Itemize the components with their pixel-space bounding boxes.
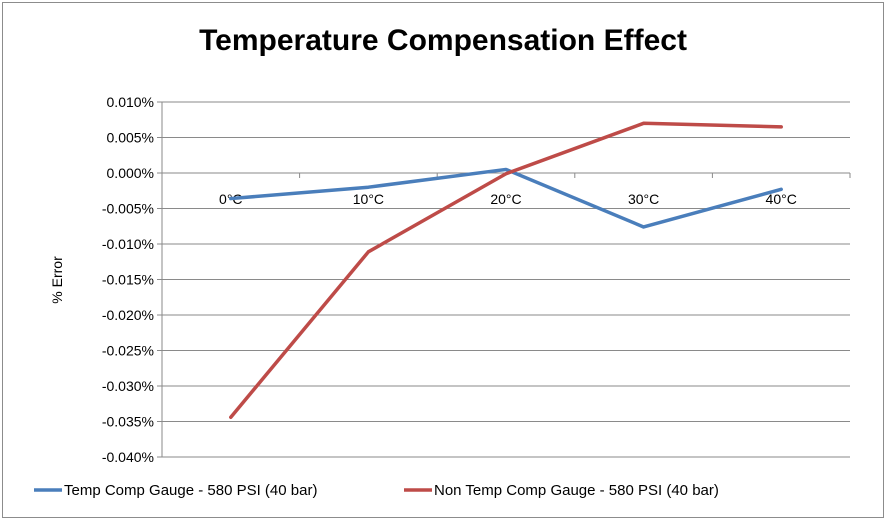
legend-item: Non Temp Comp Gauge - 580 PSI (40 bar) [404, 482, 719, 499]
x-tick-label: 30°C [628, 191, 659, 207]
series-line-2 [229, 121, 783, 419]
y-axis-label: % Error [49, 256, 65, 304]
x-tick-label: 40°C [766, 191, 797, 207]
y-tick-label: -0.035% [102, 414, 154, 430]
x-tick-label: 10°C [353, 191, 384, 207]
y-tick-label: 0.005% [107, 130, 154, 146]
chart-title: Temperature Compensation Effect [199, 24, 687, 57]
y-tick-label: -0.010% [102, 236, 154, 252]
legend-label: Temp Comp Gauge - 580 PSI (40 bar) [64, 482, 317, 499]
data-point [366, 185, 370, 189]
data-point [229, 415, 233, 419]
y-tick-label: -0.040% [102, 449, 154, 465]
y-tick-label: -0.005% [102, 201, 154, 217]
data-point [642, 225, 646, 229]
data-point [779, 125, 783, 129]
legend-item: Temp Comp Gauge - 580 PSI (40 bar) [34, 482, 317, 499]
y-tick-label: 0.010% [107, 94, 154, 110]
data-point [504, 167, 508, 171]
data-point [642, 121, 646, 125]
data-point [779, 187, 783, 191]
x-tick-label: 20°C [490, 191, 521, 207]
y-tick-label: -0.030% [102, 378, 154, 394]
legend-label: Non Temp Comp Gauge - 580 PSI (40 bar) [434, 482, 719, 499]
data-point [504, 172, 508, 176]
y-tick-label: -0.020% [102, 307, 154, 323]
y-tick-label: 0.000% [107, 165, 154, 181]
y-tick-label: -0.025% [102, 343, 154, 359]
data-point [366, 250, 370, 254]
y-tick-label: -0.015% [102, 272, 154, 288]
data-point [229, 197, 233, 201]
